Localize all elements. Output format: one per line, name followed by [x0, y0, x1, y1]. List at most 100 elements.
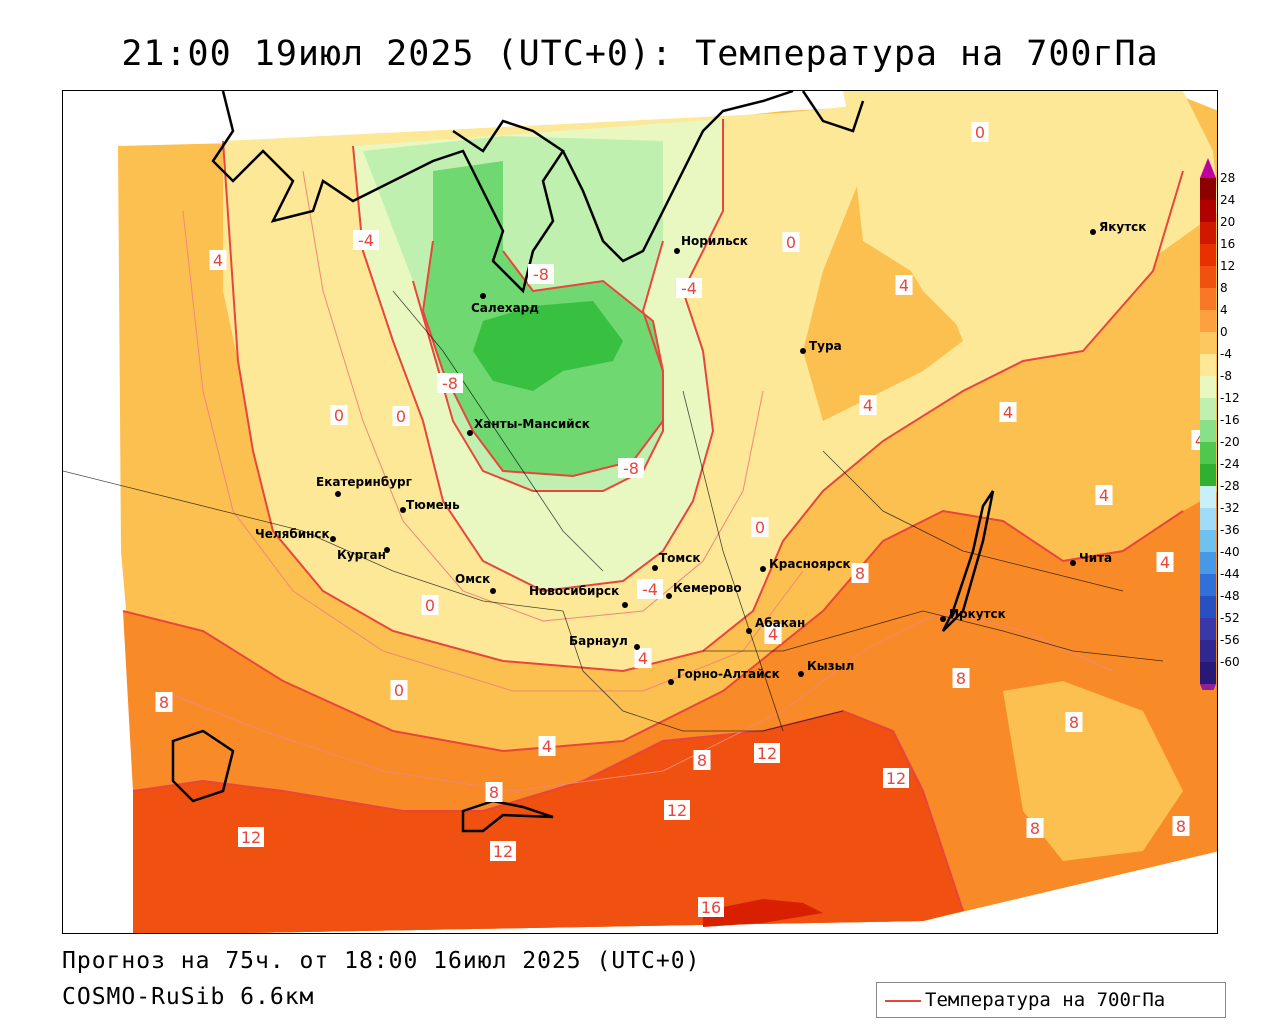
colorbar-tick-label: -4 — [1220, 347, 1232, 361]
colorbar-arrow-bottom — [1200, 684, 1216, 690]
city-dot — [666, 593, 672, 599]
isotherm-label: 8 — [1176, 817, 1186, 836]
isotherm-label-bg — [155, 692, 173, 712]
isotherm-label: 4 — [1160, 553, 1170, 572]
secondary-contours — [162, 170, 1114, 792]
legend-box: Температура на 700гПа — [876, 982, 1226, 1018]
isotherm-label: 0 — [425, 596, 435, 615]
zone-12-16 — [133, 711, 963, 933]
isotherm-label-bg — [392, 406, 410, 426]
isotherm-label: 4 — [213, 251, 223, 270]
colorbar-swatch — [1200, 420, 1216, 442]
zone-0-4-east — [843, 91, 1217, 331]
city-dot — [335, 491, 341, 497]
colorbar-swatch — [1200, 662, 1216, 684]
zone-16-20 — [703, 899, 823, 927]
city-label: Чита — [1079, 551, 1112, 565]
isotherm-label: 12 — [493, 842, 513, 861]
isotherm-label-bg — [490, 841, 516, 861]
city-label: Салехард — [471, 301, 539, 315]
temperature-map: 0-44-80-404-80-844440-404884048812841212… — [62, 90, 1218, 934]
colorbar-tick-label: -52 — [1220, 611, 1240, 625]
colorbar-swatch — [1200, 596, 1216, 618]
city-dot — [467, 430, 473, 436]
isotherm-label: 12 — [886, 769, 906, 788]
isotherm-label: -4 — [358, 231, 374, 250]
colorbar-swatch — [1200, 178, 1216, 200]
city-label: Новосибирск — [529, 584, 619, 598]
colorbar-tick-label: -12 — [1220, 391, 1240, 405]
colorbar-tick-label: 8 — [1220, 281, 1228, 295]
city-dot — [668, 679, 674, 685]
city-label: Омск — [455, 572, 490, 586]
isotherm-label: 0 — [396, 407, 406, 426]
colorbar-swatch — [1200, 266, 1216, 288]
isotherm-label-bg — [528, 264, 554, 284]
colorbar-swatch — [1200, 552, 1216, 574]
isotherm-label-bg — [238, 827, 264, 847]
isotherm-label: 12 — [757, 744, 777, 763]
isotherm-label: 8 — [489, 783, 499, 802]
map-title: 21:00 19июл 2025 (UTC+0): Температура на… — [121, 34, 1159, 74]
colorbar-swatch — [1200, 200, 1216, 222]
isotherm-label-bg — [1172, 816, 1190, 836]
isotherm-label: -8 — [623, 459, 639, 478]
isotherm-label-bg — [999, 402, 1017, 422]
isotherm-label-bg — [693, 750, 711, 770]
city-label: Абакан — [755, 616, 805, 630]
isotherm-label-bg — [634, 648, 652, 668]
isotherm-label: -8 — [533, 265, 549, 284]
isotherm-label: 8 — [1030, 819, 1040, 838]
zone-4-8-east-patch — [1003, 681, 1183, 861]
isotherm-label: 4 — [1003, 403, 1013, 422]
colorbar-swatch — [1200, 244, 1216, 266]
isotherm-label-bg — [851, 563, 869, 583]
isotherm-label-bg — [330, 405, 348, 425]
city-label: Кемерово — [673, 581, 742, 595]
city-dot — [798, 671, 804, 677]
admin-boundaries — [63, 290, 1164, 732]
isotherm-label: 0 — [975, 123, 985, 142]
colorbar-tick-label: 16 — [1220, 237, 1235, 251]
city-dot — [1090, 229, 1096, 235]
city-markers: Норильск Якутск Салехард Тура Ханты-Мансийск… — [255, 220, 1146, 685]
colorbar-tick-label: 28 — [1220, 171, 1235, 185]
isotherm-label-bg — [538, 736, 556, 756]
isotherm-label-bg — [637, 579, 663, 599]
city-dot — [400, 507, 406, 513]
isotherm-label: 4 — [542, 737, 552, 756]
isotherm-label: 8 — [956, 669, 966, 688]
isotherm-label: 4 — [638, 649, 648, 668]
isotherm-label: -8 — [442, 374, 458, 393]
city-label: Курган — [337, 548, 386, 562]
city-dot — [760, 566, 766, 572]
colorbar-tick-label: 20 — [1220, 215, 1235, 229]
isotherm-label: 12 — [667, 801, 687, 820]
legend-line-swatch — [885, 1000, 921, 1002]
colorbar-swatch — [1200, 486, 1216, 508]
isotherm-label-bg — [859, 395, 877, 415]
colorbar-tick-label: -8 — [1220, 369, 1232, 383]
isotherm-label-bg — [971, 122, 989, 142]
isotherm-label-bg — [437, 373, 463, 393]
city-label: Томск — [659, 551, 701, 565]
colorbar-swatch — [1200, 464, 1216, 486]
map-canvas: 0-44-80-404-80-844440-404884048812841212… — [63, 91, 1217, 933]
colorbar-swatch — [1200, 310, 1216, 332]
colorbar-swatch — [1200, 442, 1216, 464]
isotherm-label: 16 — [701, 898, 721, 917]
city-label: Барнаул — [569, 634, 628, 648]
zone-m16-m12 — [473, 301, 623, 391]
temperature-field — [118, 91, 1217, 933]
city-label: Иркутск — [949, 607, 1006, 621]
isotherm-label-bg — [390, 680, 408, 700]
city-dot — [800, 348, 806, 354]
colorbar-tick-label: -32 — [1220, 501, 1240, 515]
isotherm-label: 0 — [334, 406, 344, 425]
isotherm-label-bg — [895, 275, 913, 295]
isotherm-label: 8 — [1069, 713, 1079, 732]
isotherm-label-bg — [764, 624, 782, 644]
isotherm-label: 8 — [697, 751, 707, 770]
isotherm-label-bg — [782, 232, 800, 252]
colorbar-swatch — [1200, 530, 1216, 552]
